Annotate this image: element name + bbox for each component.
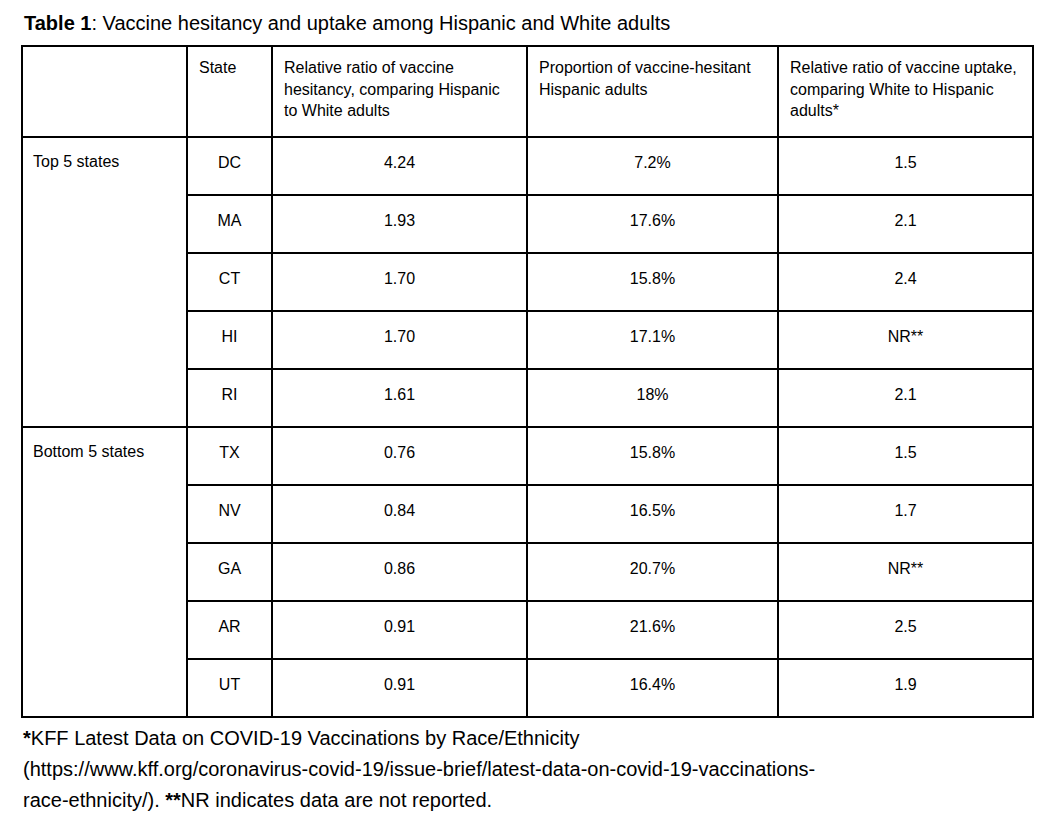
state-cell-nv: NV [187, 485, 272, 543]
proportion-cell-ga: 20.7% [527, 543, 778, 601]
header-group-empty [22, 46, 187, 137]
state-cell-ma: MA [187, 195, 272, 253]
proportion-cell-ar: 21.6% [527, 601, 778, 659]
hesitancy-cell-ut: 0.91 [272, 659, 527, 717]
footnote-nr-text: NR indicates data are not reported. [181, 789, 492, 811]
hesitancy-cell-nv: 0.84 [272, 485, 527, 543]
uptake-cell-ar: 2.5 [778, 601, 1033, 659]
uptake-cell-dc: 1.5 [778, 137, 1033, 195]
proportion-cell-ma: 17.6% [527, 195, 778, 253]
uptake-cell-ri: 2.1 [778, 369, 1033, 427]
table-header-row: State Relative ratio of vaccine hesitanc… [22, 46, 1033, 137]
hesitancy-cell-tx: 0.76 [272, 427, 527, 485]
uptake-cell-ga: NR** [778, 543, 1033, 601]
proportion-cell-ri: 18% [527, 369, 778, 427]
hesitancy-cell-ri: 1.61 [272, 369, 527, 427]
hesitancy-cell-ct: 1.70 [272, 253, 527, 311]
footnote-line-source: *KFF Latest Data on COVID-19 Vaccination… [23, 723, 1064, 754]
proportion-cell-nv: 16.5% [527, 485, 778, 543]
footnote-url-tail: race-ethnicity/). [23, 789, 165, 811]
table-caption: Table 1: Vaccine hesitancy and uptake am… [24, 10, 1064, 36]
proportion-cell-ct: 15.8% [527, 253, 778, 311]
table-caption-text: : Vaccine hesitancy and uptake among His… [91, 12, 670, 34]
header-hesitancy-ratio: Relative ratio of vaccine hesitancy, com… [272, 46, 527, 137]
table-caption-label: Table 1 [24, 12, 91, 34]
footnote-url-text: (https://www.kff.org/coronavirus-covid-1… [23, 758, 815, 780]
vaccine-hesitancy-table: State Relative ratio of vaccine hesitanc… [21, 45, 1034, 718]
proportion-cell-hi: 17.1% [527, 311, 778, 369]
table-row-tx: Bottom 5 states TX 0.76 15.8% 1.5 [22, 427, 1033, 485]
table-row-dc: Top 5 states DC 4.24 7.2% 1.5 [22, 137, 1033, 195]
state-cell-tx: TX [187, 427, 272, 485]
footnote-source-text: KFF Latest Data on COVID-19 Vaccinations… [31, 727, 580, 749]
group-label-top5: Top 5 states [22, 137, 187, 427]
group-label-bottom5: Bottom 5 states [22, 427, 187, 717]
document-page: Table 1: Vaccine hesitancy and uptake am… [0, 0, 1064, 840]
state-cell-ct: CT [187, 253, 272, 311]
table-footnote: *KFF Latest Data on COVID-19 Vaccination… [23, 723, 1064, 816]
state-cell-ar: AR [187, 601, 272, 659]
uptake-cell-ma: 2.1 [778, 195, 1033, 253]
state-cell-hi: HI [187, 311, 272, 369]
hesitancy-cell-ar: 0.91 [272, 601, 527, 659]
hesitancy-cell-dc: 4.24 [272, 137, 527, 195]
proportion-cell-ut: 16.4% [527, 659, 778, 717]
footnote-double-asterisk: ** [165, 789, 181, 811]
footnote-line-nr: race-ethnicity/). **NR indicates data ar… [23, 785, 1064, 816]
hesitancy-cell-ga: 0.86 [272, 543, 527, 601]
footnote-asterisk: * [23, 727, 31, 749]
hesitancy-cell-hi: 1.70 [272, 311, 527, 369]
uptake-cell-tx: 1.5 [778, 427, 1033, 485]
state-cell-ga: GA [187, 543, 272, 601]
hesitancy-cell-ma: 1.93 [272, 195, 527, 253]
header-state: State [187, 46, 272, 137]
proportion-cell-dc: 7.2% [527, 137, 778, 195]
uptake-cell-nv: 1.7 [778, 485, 1033, 543]
state-cell-ri: RI [187, 369, 272, 427]
uptake-cell-ct: 2.4 [778, 253, 1033, 311]
uptake-cell-hi: NR** [778, 311, 1033, 369]
state-cell-ut: UT [187, 659, 272, 717]
header-hesitant-proportion: Proportion of vaccine-hesitant Hispanic … [527, 46, 778, 137]
header-uptake-ratio: Relative ratio of vaccine uptake, compar… [778, 46, 1033, 137]
proportion-cell-tx: 15.8% [527, 427, 778, 485]
uptake-cell-ut: 1.9 [778, 659, 1033, 717]
footnote-line-url: (https://www.kff.org/coronavirus-covid-1… [23, 754, 1064, 785]
state-cell-dc: DC [187, 137, 272, 195]
